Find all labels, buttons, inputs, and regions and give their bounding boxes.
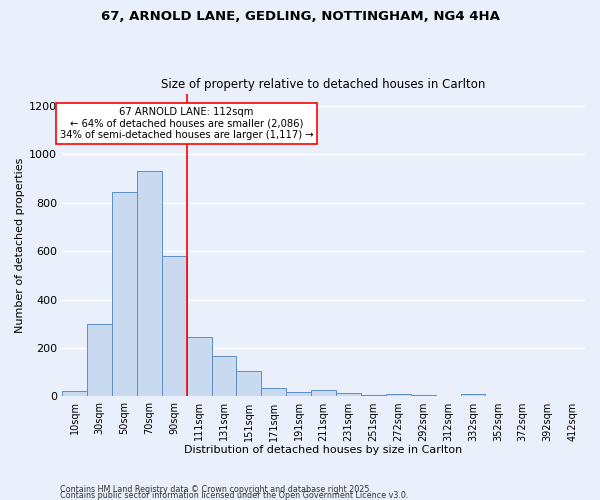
Y-axis label: Number of detached properties: Number of detached properties: [15, 158, 25, 332]
Bar: [137, 171, 162, 396]
Text: 67, ARNOLD LANE, GEDLING, NOTTINGHAM, NG4 4HA: 67, ARNOLD LANE, GEDLING, NOTTINGHAM, NG…: [101, 10, 499, 23]
Bar: [311, 390, 336, 396]
Bar: [411, 394, 436, 396]
Bar: [336, 393, 361, 396]
Text: Contains public sector information licensed under the Open Government Licence v3: Contains public sector information licen…: [60, 491, 409, 500]
Bar: [87, 324, 112, 396]
Bar: [361, 394, 386, 396]
Bar: [187, 337, 212, 396]
X-axis label: Distribution of detached houses by size in Carlton: Distribution of detached houses by size …: [184, 445, 463, 455]
Bar: [386, 394, 411, 396]
Bar: [162, 256, 187, 396]
Bar: [212, 356, 236, 397]
Title: Size of property relative to detached houses in Carlton: Size of property relative to detached ho…: [161, 78, 486, 91]
Bar: [461, 394, 485, 396]
Bar: [286, 392, 311, 396]
Text: Contains HM Land Registry data © Crown copyright and database right 2025.: Contains HM Land Registry data © Crown c…: [60, 484, 372, 494]
Text: 67 ARNOLD LANE: 112sqm
← 64% of detached houses are smaller (2,086)
34% of semi-: 67 ARNOLD LANE: 112sqm ← 64% of detached…: [60, 107, 313, 140]
Bar: [62, 391, 87, 396]
Bar: [262, 388, 286, 396]
Bar: [236, 371, 262, 396]
Bar: [112, 192, 137, 396]
